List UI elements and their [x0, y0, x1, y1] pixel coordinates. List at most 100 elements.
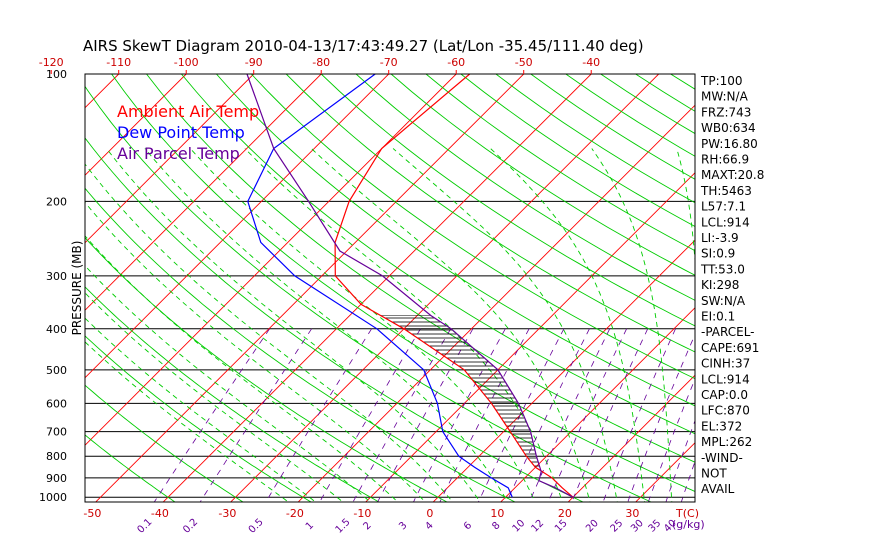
stability-index-item: LCL:914 [701, 215, 750, 229]
pressure-tick-label: 800 [46, 450, 67, 463]
isotherm-line [832, 74, 870, 508]
bottom-temp-tick-label: 20 [558, 507, 572, 520]
bottom-temp-tick-label: 0 [426, 507, 433, 520]
stability-index-item: TT:53.0 [700, 262, 745, 276]
mixing-ratio-tick-label: 2 [361, 520, 373, 532]
bottom-temp-tick-label: -10 [353, 507, 371, 520]
top-temp-tick-label: -40 [582, 56, 600, 69]
pressure-tick-label: 500 [46, 364, 67, 377]
top-temp-tick-label: -100 [174, 56, 199, 69]
mixing-ratio-line [199, 328, 312, 502]
stability-index-item: WB0:634 [701, 121, 756, 135]
mixing-ratio-line [477, 328, 565, 502]
mixing-ratio-line [265, 328, 372, 502]
mixing-ratio-tick-label: 6 [462, 520, 474, 532]
plot-border [84, 73, 696, 503]
mixing-ratio-tick-label: 15 [553, 518, 570, 535]
mixing-ratio-tick-label: 4 [423, 520, 435, 532]
isotherm-line [432, 239, 695, 502]
mixing-ratio-line [571, 328, 649, 502]
pressure-axis-label: PRESSURE (MB) [70, 241, 84, 336]
dry-adiabat-line [425, 74, 695, 252]
isotherm-line [500, 307, 695, 502]
mixing-ratio-tick-label: 3 [397, 520, 409, 532]
moist-adiabat-line [189, 148, 536, 502]
stability-index-item: LI:-3.9 [701, 231, 739, 245]
moist-adiabat-line [591, 148, 673, 502]
legend-entry: Dew Point Temp [117, 123, 245, 142]
moist-adiabat-line [85, 341, 290, 502]
dry-adiabat-line [355, 74, 695, 301]
stability-index-item: AVAIL [701, 482, 735, 496]
mixing-ratio-line [647, 377, 695, 502]
mixing-ratio-line [680, 460, 695, 502]
stability-index-item: PW:16.80 [701, 137, 758, 151]
stability-index-item: CAPE:691 [701, 341, 759, 355]
isotherm-line [765, 74, 870, 508]
moist-adiabat-line [144, 148, 509, 502]
bottom-temp-unit: T(C) [675, 507, 699, 520]
pressure-tick-label: 700 [46, 426, 67, 439]
mixing-ratio-tick-label: 1 [304, 520, 316, 532]
pressure-tick-label: 400 [46, 323, 67, 336]
dry-adiabat-line [85, 286, 380, 502]
dry-adiabat-line [775, 74, 870, 508]
stability-index-item: CINH:37 [701, 357, 750, 371]
pressure-tick-label: 1000 [39, 491, 67, 504]
stability-index-item: -WIND- [701, 451, 743, 465]
moist-adiabat-line [85, 292, 344, 502]
dry-adiabat-line [85, 187, 517, 502]
stability-index-item: NOT [701, 467, 727, 481]
mixing-ratio-tick-label: 25 [609, 518, 626, 535]
dry-adiabat-line [85, 434, 176, 502]
moist-adiabat-line [311, 148, 591, 502]
stability-index-item: MPL:262 [701, 435, 752, 449]
bottom-temp-tick-label: -20 [286, 507, 304, 520]
stability-index-item: FRZ:743 [701, 105, 751, 119]
pressure-tick-label: 600 [46, 397, 67, 410]
top-temp-tick-label: -60 [447, 56, 465, 69]
stability-index-item: TP:100 [700, 74, 743, 88]
isotherm-line [365, 172, 695, 502]
stability-index-item: LFC:870 [701, 404, 750, 418]
bottom-temp-tick-label: -30 [218, 507, 236, 520]
pressure-tick-label: 900 [46, 472, 67, 485]
dry-adiabat-line [740, 74, 870, 508]
chart-title-group: AIRS SkewT Diagram 2010-04-13/17:43:49.2… [83, 37, 644, 55]
series-line-dew-point-temp [247, 74, 513, 498]
bottom-temp-tick-label: 10 [490, 507, 504, 520]
moist-adiabat-line [106, 148, 481, 502]
stability-index-item: KI:298 [701, 278, 739, 292]
mixing-ratio-line [506, 328, 590, 502]
dry-adiabat-line [285, 74, 695, 353]
legend-entry: Air Parcel Temp [117, 144, 240, 163]
dry-adiabat-line [85, 384, 244, 502]
legend-entry: Ambient Air Temp [117, 102, 259, 121]
mixing-ratio-line [602, 328, 676, 502]
pressure-tick-label: 300 [46, 270, 67, 283]
bottom-temp-tick-label: -40 [151, 507, 169, 520]
dry-adiabat-line [181, 74, 695, 435]
isotherm-line [297, 104, 695, 502]
isotherm-line [85, 74, 187, 176]
dry-adiabat-line [85, 137, 585, 502]
stability-index-item: EL:372 [701, 419, 742, 433]
dry-adiabat-line [85, 335, 312, 502]
stability-index-item: EI:0.1 [701, 310, 735, 324]
stability-index-item: SI:0.9 [701, 247, 735, 261]
stability-index-item: CAP:0.0 [701, 388, 748, 402]
sounding-series-layer [246, 74, 574, 498]
dry-adiabat-line [216, 74, 695, 407]
pressure-tick-label: 100 [46, 68, 67, 81]
stability-index-item: TH:5463 [700, 184, 752, 198]
isotherm-line [230, 74, 660, 502]
dry-adiabat-line [495, 74, 695, 204]
mixing-ratio-tick-label: 35 [647, 518, 664, 535]
mixing-ratio-tick-label: 30 [629, 518, 646, 535]
isotherm-line [85, 74, 322, 311]
top-temp-tick-label: -80 [312, 56, 330, 69]
moist-adiabat-line [85, 201, 426, 502]
mixing-ratio-line [528, 328, 611, 502]
mixing-ratio-line [319, 328, 421, 502]
